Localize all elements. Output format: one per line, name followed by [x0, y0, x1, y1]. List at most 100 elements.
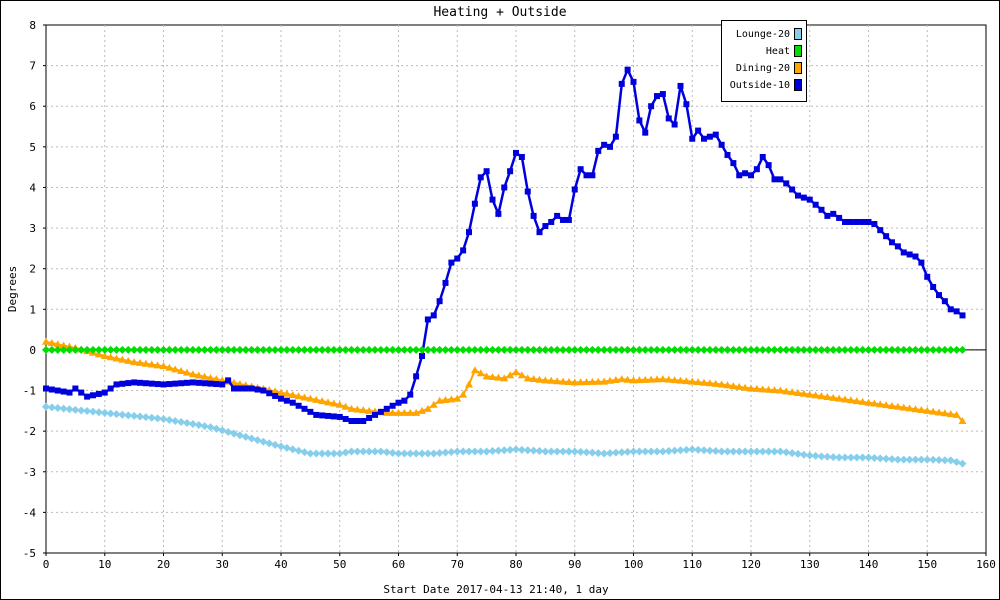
data-point-outside-10 [430, 312, 437, 319]
data-point-heat [130, 345, 139, 354]
x-axis-label: Start Date 2017-04-13 21:40, 1 day [383, 583, 609, 596]
data-point-dining-20 [905, 404, 914, 412]
y-tick-label: 7 [29, 60, 36, 73]
data-point-heat [600, 345, 609, 354]
data-point-dining-20 [547, 376, 556, 384]
data-point-heat [183, 345, 191, 354]
data-point-dining-20 [365, 406, 374, 414]
data-point-heat [353, 345, 362, 354]
data-point-dining-20 [600, 377, 609, 385]
data-point-lounge-20 [200, 422, 209, 431]
data-point-heat [929, 345, 938, 354]
data-point-lounge-20 [523, 446, 532, 455]
data-point-lounge-20 [235, 431, 244, 440]
data-point-heat [576, 345, 585, 354]
y-tick-label: -3 [23, 466, 36, 479]
data-point-dining-20 [465, 380, 473, 388]
data-point-dining-20 [159, 362, 168, 370]
x-tick-label: 50 [333, 558, 346, 571]
data-point-dining-20 [124, 356, 133, 364]
data-point-dining-20 [688, 377, 697, 385]
data-point-heat [858, 345, 867, 354]
data-point-outside-10 [72, 385, 79, 392]
data-point-dining-20 [629, 376, 638, 384]
data-point-heat [664, 345, 673, 354]
data-point-heat [406, 345, 415, 354]
legend-item-heat: Heat [766, 44, 802, 58]
data-point-dining-20 [359, 406, 368, 414]
data-point-heat [529, 345, 538, 354]
data-point-dining-20 [770, 386, 779, 394]
data-point-heat [200, 345, 209, 354]
data-point-lounge-20 [100, 408, 109, 417]
data-point-dining-20 [846, 396, 855, 404]
chart-title: Heating + Outside [433, 5, 567, 20]
data-point-dining-20 [394, 408, 403, 416]
data-point-outside-10 [137, 379, 143, 386]
data-point-dining-20 [47, 339, 56, 347]
data-point-outside-10 [477, 174, 484, 181]
data-point-dining-20 [940, 409, 949, 417]
data-point-heat [100, 345, 109, 354]
data-point-lounge-20 [506, 445, 515, 454]
data-point-outside-10 [554, 212, 561, 219]
data-point-outside-10 [765, 162, 772, 169]
data-point-lounge-20 [846, 453, 855, 462]
data-point-outside-10 [636, 117, 643, 124]
data-point-outside-10 [95, 390, 102, 397]
data-point-dining-20 [388, 408, 397, 416]
data-point-outside-10 [60, 388, 67, 395]
data-point-outside-10 [624, 66, 631, 73]
data-point-heat [711, 345, 720, 354]
data-point-lounge-20 [365, 447, 374, 456]
data-point-outside-10 [930, 283, 937, 290]
data-point-dining-20 [318, 397, 327, 405]
data-point-heat [429, 345, 438, 354]
data-point-dining-20 [194, 371, 203, 379]
data-point-heat [735, 345, 744, 354]
legend-item-outside-10: Outside-10 [730, 78, 802, 92]
data-point-dining-20 [441, 396, 450, 404]
data-point-heat [253, 345, 262, 354]
data-point-lounge-20 [923, 455, 932, 464]
data-point-outside-10 [936, 292, 942, 299]
data-point-lounge-20 [653, 447, 661, 456]
data-point-heat [946, 345, 955, 354]
data-point-outside-10 [847, 218, 854, 225]
data-point-dining-20 [147, 360, 156, 368]
y-tick-label: 4 [29, 181, 36, 194]
data-point-outside-10 [272, 392, 279, 399]
data-point-lounge-20 [282, 443, 291, 452]
data-point-lounge-20 [606, 449, 614, 458]
data-point-dining-20 [788, 388, 797, 396]
data-point-lounge-20 [183, 419, 191, 428]
data-point-heat [694, 345, 703, 354]
data-point-lounge-20 [688, 445, 697, 454]
data-point-outside-10 [665, 115, 672, 122]
data-point-heat [500, 345, 509, 354]
y-tick-label: 8 [29, 19, 36, 32]
data-point-heat [294, 345, 303, 354]
data-point-lounge-20 [500, 446, 509, 455]
data-point-outside-10 [283, 397, 290, 404]
data-point-lounge-20 [77, 406, 86, 415]
data-point-dining-20 [664, 375, 673, 383]
data-point-outside-10 [260, 387, 267, 394]
data-point-lounge-20 [823, 452, 832, 461]
data-point-heat [870, 345, 879, 354]
data-point-dining-20 [829, 393, 838, 401]
data-point-dining-20 [435, 396, 444, 404]
data-point-heat [823, 345, 832, 354]
data-point-heat [559, 345, 567, 354]
data-point-outside-10 [148, 380, 155, 387]
data-point-outside-10 [319, 412, 326, 419]
data-point-outside-10 [448, 259, 455, 266]
legend: Lounge-20 Heat Dining-20 Outside-10 [721, 20, 807, 102]
data-point-heat [159, 345, 168, 354]
data-point-outside-10 [947, 306, 954, 313]
data-point-lounge-20 [141, 413, 150, 422]
data-point-outside-10 [683, 101, 690, 108]
data-point-outside-10 [771, 176, 778, 183]
data-point-lounge-20 [136, 412, 144, 421]
data-point-heat [265, 345, 274, 354]
